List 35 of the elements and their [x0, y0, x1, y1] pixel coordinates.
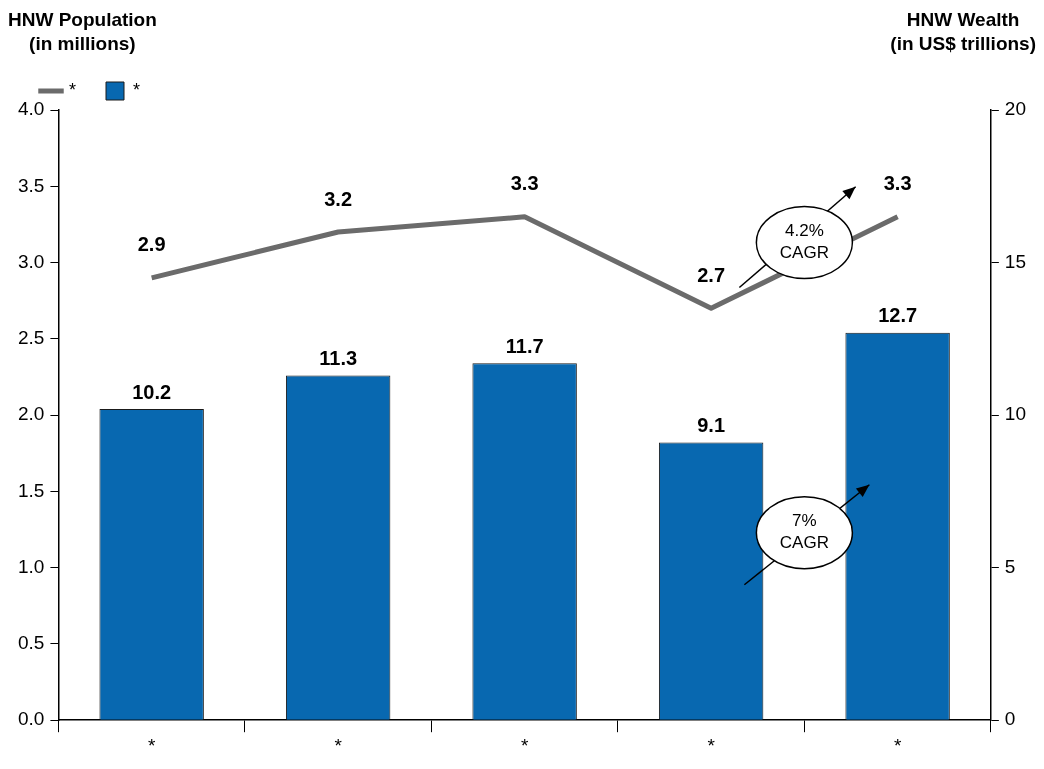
- data-label: 12.7: [878, 304, 918, 327]
- x-tick-label: *: [893, 734, 902, 756]
- annotation: 4.2% CAGR: [779, 221, 829, 263]
- y-tick-label: 3.5: [17, 174, 45, 196]
- y-axis-title: HNW Population (in millions): [8, 8, 157, 56]
- data-label: 2.7: [697, 263, 726, 286]
- y2-tick-label: 5: [1004, 555, 1016, 577]
- x-tick-label: *: [147, 734, 156, 756]
- y-tick-label: 0.5: [17, 632, 45, 654]
- data-label: 11.3: [319, 346, 358, 369]
- y-tick-label: 3.0: [17, 250, 45, 272]
- data-label: 3.3: [510, 172, 539, 195]
- y-tick-label: 0.0: [17, 708, 45, 730]
- data-label: 10.2: [132, 380, 172, 403]
- data-label: 3.2: [324, 187, 353, 210]
- y2-tick-label: 20: [1004, 98, 1027, 120]
- x-tick-label: *: [707, 734, 716, 756]
- data-label: 11.7: [505, 334, 544, 357]
- y2-axis-title: HNW Wealth (in US$ trillions): [890, 8, 1036, 56]
- x-tick-label: *: [520, 734, 529, 756]
- data-label: 9.1: [697, 414, 726, 437]
- data-label: 2.9: [137, 233, 166, 256]
- y2-tick-label: 0: [1004, 708, 1016, 730]
- annotation: 7% CAGR: [779, 511, 829, 553]
- x-tick-label: *: [334, 734, 343, 756]
- legend-label: *: [69, 79, 77, 100]
- y2-tick-label: 15: [1004, 250, 1027, 272]
- y-tick-label: 2.5: [17, 327, 45, 349]
- y-tick-label: 1.5: [17, 479, 45, 501]
- legend-label: *: [133, 79, 141, 100]
- data-label: 3.3: [883, 172, 912, 195]
- y-tick-label: 4.0: [17, 98, 45, 120]
- y2-tick-label: 10: [1004, 403, 1027, 425]
- y-tick-label: 2.0: [17, 403, 45, 425]
- y-tick-label: 1.0: [17, 555, 45, 577]
